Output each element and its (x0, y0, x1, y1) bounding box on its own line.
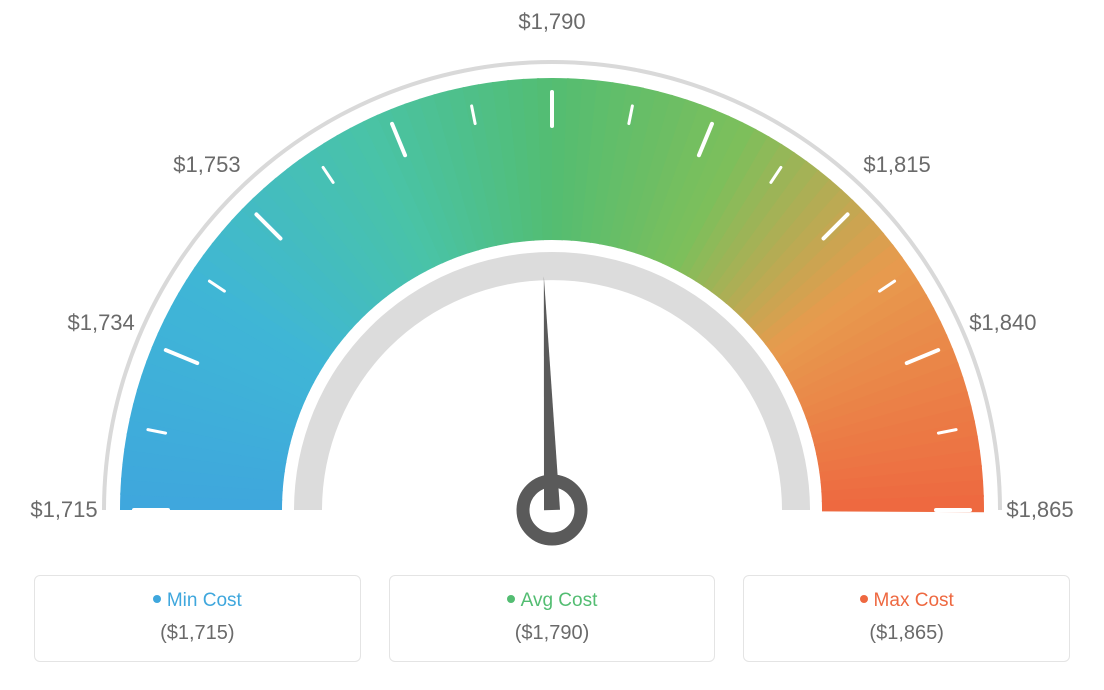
legend-title-avg: Avg Cost (400, 590, 705, 612)
gauge-chart: $1,715 $1,734 $1,753 $1,790 $1,815 $1,840 $1,8… (0, 0, 1104, 560)
gauge-tick-label: $1,715 (30, 497, 97, 523)
gauge-tick-label: $1,753 (173, 152, 240, 178)
legend-row: Min Cost ($1,715) Avg Cost ($1,790) Max … (0, 575, 1104, 662)
legend-title-max: Max Cost (754, 590, 1059, 612)
legend-value-max: ($1,865) (754, 622, 1059, 645)
legend-value-min: ($1,715) (45, 622, 350, 645)
legend-value-avg: ($1,790) (400, 622, 705, 645)
gauge-tick-label: $1,790 (518, 9, 585, 35)
legend-label-min: Min Cost (167, 590, 242, 611)
legend-card-max: Max Cost ($1,865) (743, 575, 1070, 662)
dot-avg (507, 595, 515, 603)
legend-label-max: Max Cost (874, 590, 954, 611)
legend-card-avg: Avg Cost ($1,790) (389, 575, 716, 662)
legend-label-avg: Avg Cost (521, 590, 598, 611)
dot-max (860, 595, 868, 603)
gauge-tick-label: $1,815 (863, 152, 930, 178)
gauge-svg (0, 0, 1104, 560)
gauge-tick-label: $1,865 (1006, 497, 1073, 523)
dot-min (153, 595, 161, 603)
gauge-tick-label: $1,840 (969, 310, 1036, 336)
legend-title-min: Min Cost (45, 590, 350, 612)
gauge-tick-label: $1,734 (67, 310, 134, 336)
legend-card-min: Min Cost ($1,715) (34, 575, 361, 662)
